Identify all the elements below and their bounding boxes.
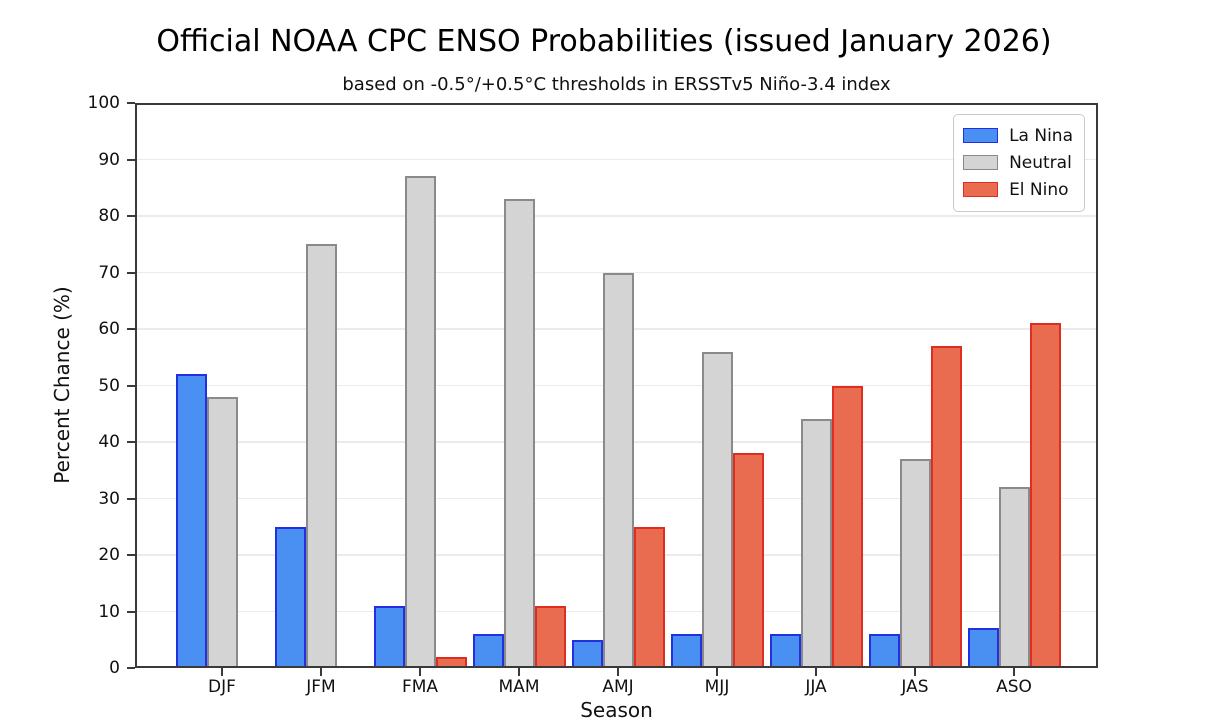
bar-la-nina-jfm: [274, 526, 306, 668]
legend-swatch-el-nino: [963, 182, 999, 197]
bar-el-nino-mam: [534, 605, 566, 668]
bar-neutral-djf: [206, 396, 238, 668]
x-tick-mark: [320, 668, 322, 676]
y-tick-mark: [127, 102, 135, 104]
bar-neutral-amj: [602, 272, 634, 668]
x-tick-mark: [419, 668, 421, 676]
y-tick-label: 50: [98, 375, 120, 396]
y-tick-mark: [127, 554, 135, 556]
bar-el-nino-djf: [237, 666, 269, 668]
x-tick-label-jja: JJA: [805, 677, 827, 697]
x-tick-label-djf: DJF: [208, 677, 236, 697]
bar-neutral-fma: [404, 176, 436, 668]
y-tick-label: 30: [98, 488, 120, 509]
bar-el-nino-fma: [435, 656, 467, 668]
figure-subtitle: based on -0.5°/+0.5°C thresholds in ERSS…: [342, 74, 891, 95]
y-tick-mark: [127, 441, 135, 443]
y-tick-mark: [127, 215, 135, 217]
y-tick-label: 80: [98, 206, 120, 226]
y-tick-label: 90: [98, 149, 120, 170]
bar-el-nino-jfm: [336, 666, 368, 668]
bar-neutral-aso: [998, 487, 1030, 668]
x-tick-mark: [914, 668, 916, 676]
y-tick-label: 40: [98, 432, 120, 452]
bar-el-nino-jas: [930, 345, 962, 668]
figure-title: Official NOAA CPC ENSO Probabilities (is…: [156, 24, 1052, 59]
bar-la-nina-mjj: [670, 634, 702, 668]
y-tick-mark: [127, 328, 135, 330]
gridline: [135, 158, 1098, 160]
x-axis-label: Season: [580, 698, 653, 722]
y-tick-label: 10: [98, 601, 120, 622]
y-tick-label: 100: [87, 93, 120, 113]
y-tick-label: 20: [98, 545, 120, 565]
bar-group-jas: [866, 103, 965, 668]
bar-la-nina-amj: [571, 639, 603, 668]
bar-el-nino-aso: [1029, 323, 1061, 668]
bar-group-jja: [767, 103, 866, 668]
x-tick-mark: [518, 668, 520, 676]
bar-group-djf: [173, 103, 272, 668]
gridline: [135, 271, 1098, 273]
bar-neutral-jas: [899, 458, 931, 668]
legend-swatch-la-nina: [963, 128, 999, 143]
x-tick-label-mjj: MJJ: [704, 677, 730, 697]
x-tick-label-mam: MAM: [498, 677, 540, 697]
bar-la-nina-jas: [868, 634, 900, 668]
bar-group-aso: [965, 103, 1064, 668]
bar-la-nina-mam: [472, 634, 504, 668]
x-tick-mark: [1013, 668, 1015, 676]
bar-group-mjj: [668, 103, 767, 668]
bar-la-nina-jja: [769, 634, 801, 668]
x-tick-label-fma: FMA: [401, 677, 439, 697]
bar-neutral-jfm: [305, 244, 337, 668]
y-tick-mark: [127, 497, 135, 500]
x-tick-mark: [617, 668, 619, 676]
bar-group-fma: [371, 103, 470, 668]
x-tick-label-jfm: JFM: [306, 677, 336, 697]
bar-group-jfm: [272, 103, 371, 668]
plot-area: La Nina Neutral El Nino: [135, 103, 1098, 668]
bar-la-nina-fma: [373, 605, 405, 668]
y-tick-mark: [127, 610, 135, 613]
y-tick-label: 60: [98, 319, 120, 339]
bar-neutral-mjj: [701, 351, 733, 668]
legend-label: La Nina: [1009, 125, 1073, 146]
x-tick-mark: [716, 668, 718, 676]
bar-group-amj: [569, 103, 668, 668]
y-tick-mark: [127, 384, 135, 387]
bar-el-nino-jja: [831, 385, 863, 668]
legend: La Nina Neutral El Nino: [953, 114, 1085, 212]
bar-el-nino-mjj: [732, 453, 764, 668]
bar-la-nina-djf: [175, 374, 207, 668]
bar-neutral-jja: [800, 419, 832, 668]
gridline: [135, 215, 1098, 217]
legend-swatch-neutral: [963, 155, 999, 170]
legend-label: Neutral: [1009, 152, 1072, 173]
y-tick-label: 70: [98, 262, 120, 283]
y-tick-mark: [127, 158, 135, 161]
x-tick-mark: [815, 668, 817, 676]
legend-item-la-nina: La Nina: [963, 122, 1073, 149]
y-tick-mark: [127, 667, 135, 669]
x-tick-label-amj: AMJ: [602, 677, 634, 697]
legend-item-neutral: Neutral: [963, 149, 1073, 176]
y-tick-mark: [127, 271, 135, 274]
bar-el-nino-amj: [633, 526, 665, 668]
bar-neutral-mam: [503, 199, 535, 668]
bar-group-mam: [470, 103, 569, 668]
legend-item-el-nino: El Nino: [963, 176, 1073, 203]
y-tick-label: 0: [109, 658, 120, 678]
legend-label: El Nino: [1009, 179, 1069, 200]
bar-la-nina-aso: [967, 628, 999, 668]
x-tick-label-jas: JAS: [901, 677, 929, 697]
x-tick-mark: [221, 668, 223, 676]
x-tick-label-aso: ASO: [996, 677, 1032, 697]
